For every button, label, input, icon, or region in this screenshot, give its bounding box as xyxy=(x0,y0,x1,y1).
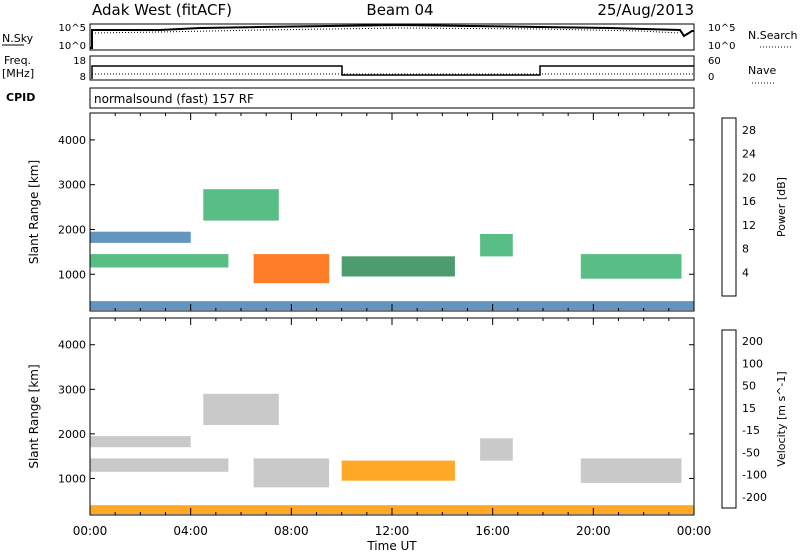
y-tick-label: 1000 xyxy=(58,268,86,281)
colorbar-tick-label: 16 xyxy=(742,195,756,208)
x-tick-label: 00:00 xyxy=(73,524,108,538)
cpid-mode: normalsound (fast) 157 RF xyxy=(94,92,254,106)
echo-region-2 xyxy=(203,189,279,221)
nsky-trace xyxy=(90,23,694,49)
nsearch-tick-high: 10^5 xyxy=(708,23,735,34)
colorbar-tick-label: 50 xyxy=(742,380,756,393)
nsearch-label: N.Search xyxy=(748,29,798,42)
y-tick-label: 4000 xyxy=(58,339,86,352)
freq-label: Freq. xyxy=(4,54,31,67)
echo-region-6 xyxy=(580,254,682,279)
x-tick-label: 12:00 xyxy=(375,524,410,538)
x-tick-label: 20:00 xyxy=(576,524,611,538)
date-title: 25/Aug/2013 xyxy=(597,1,694,19)
nave-tick-high: 60 xyxy=(708,56,721,67)
cpid-panel xyxy=(89,87,695,109)
echo-region-6 xyxy=(580,458,682,483)
colorbar-tick-label: 200 xyxy=(742,335,763,348)
plot-frame xyxy=(89,317,695,516)
echo-region-3 xyxy=(253,458,330,488)
y-tick-label: 1000 xyxy=(58,472,86,485)
echo-region-0 xyxy=(90,436,191,448)
freq-unit: [MHz] xyxy=(2,67,34,80)
beam-title: Beam 04 xyxy=(366,1,433,19)
power-panel: 1000 2000 3000 4000 Slant Range [km] 4 8 12 16 20… xyxy=(27,112,788,312)
colorbar-tick-label: 20 xyxy=(742,171,756,184)
colorbar-label: Velocity [m s^-1] xyxy=(775,371,788,466)
colorbar-tick-label: -200 xyxy=(742,491,767,504)
nave-tick-low: 0 xyxy=(708,72,714,83)
cpid-label: CPID xyxy=(6,91,35,104)
nsky-tick-high: 10^5 xyxy=(59,23,86,34)
x-axis-label: Time UT xyxy=(366,539,417,553)
station-title: Adak West (fitACF) xyxy=(92,1,232,19)
colorbar-tick-label: -15 xyxy=(742,424,760,437)
colorbar-tick-label: -100 xyxy=(742,469,767,482)
noise-panel xyxy=(89,23,695,51)
nsky-tick-low: 10^0 xyxy=(59,41,86,52)
nave-label: Nave xyxy=(748,64,776,77)
colorbar-tick-label: 8 xyxy=(742,243,749,256)
colorbar-frame xyxy=(721,329,737,509)
freq-tick-low: 8 xyxy=(80,72,86,83)
colorbar-tick-label: 28 xyxy=(742,124,756,137)
freq-panel xyxy=(89,55,695,81)
echo-region-5 xyxy=(480,234,513,257)
nsky-label: N.Sky xyxy=(2,32,34,45)
colorbar-tick-label: -50 xyxy=(742,446,760,459)
y-axis-label: Slant Range [km] xyxy=(27,364,41,468)
x-tick-label: 00:00 xyxy=(677,524,712,538)
velocity-panel: 1000 2000 3000 4000 00:00 04:00 08:00 12:00 16:0… xyxy=(27,317,788,538)
colorbar-frame xyxy=(721,117,737,297)
echo-region-4 xyxy=(341,256,455,277)
y-axis-label: Slant Range [km] xyxy=(27,160,41,264)
echo-region-0 xyxy=(90,231,191,243)
nsearch-tick-low: 10^0 xyxy=(708,41,735,52)
colorbar-tick-label: 12 xyxy=(742,219,756,232)
colorbar-label: Power [dB] xyxy=(775,177,788,237)
freq-trace xyxy=(91,65,694,79)
y-tick-label: 2000 xyxy=(58,223,86,236)
y-tick-label: 2000 xyxy=(58,428,86,441)
x-tick-label: 08:00 xyxy=(274,524,309,538)
y-tick-label: 4000 xyxy=(58,134,86,147)
colorbar-tick-label: 24 xyxy=(742,148,756,161)
colorbar-tick-label: 15 xyxy=(742,402,756,415)
colorbar-tick-label: 100 xyxy=(742,357,763,370)
echo-region-1 xyxy=(90,254,229,268)
x-tick-label: 04:00 xyxy=(173,524,208,538)
plot-frame xyxy=(89,112,695,312)
freq-tick-high: 18 xyxy=(73,56,86,67)
colorbar-tick-label: 4 xyxy=(742,266,749,279)
echo-region-5 xyxy=(480,438,513,461)
echo-region-2 xyxy=(203,393,279,425)
echo-region-3 xyxy=(253,254,330,284)
echo-region-1 xyxy=(90,458,229,472)
echo-region-4 xyxy=(341,460,455,481)
y-tick-label: 3000 xyxy=(58,383,86,396)
x-tick-label: 16:00 xyxy=(475,524,510,538)
y-tick-label: 3000 xyxy=(58,179,86,192)
